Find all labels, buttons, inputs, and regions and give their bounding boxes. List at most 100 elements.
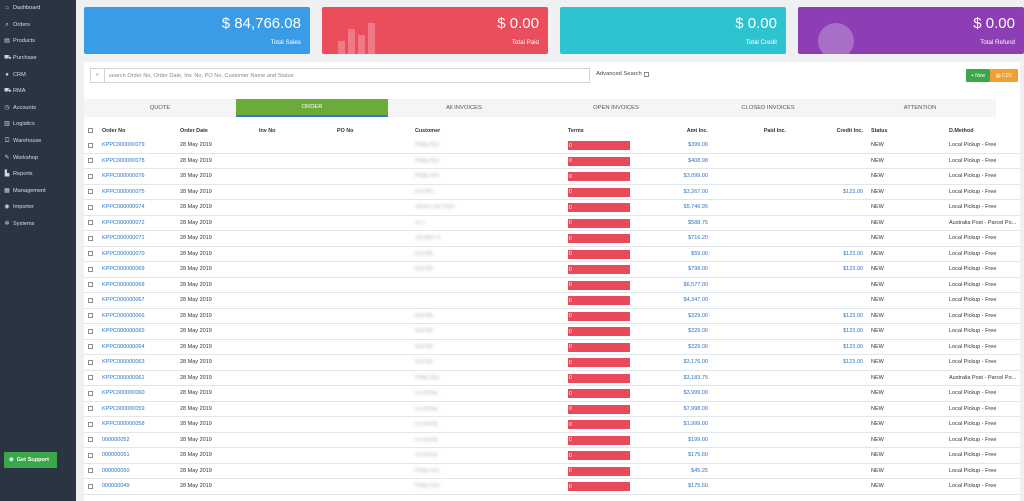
order-no-link[interactable]: KPPC000000066 <box>102 312 145 319</box>
header-paid-inc[interactable]: Paid Inc. <box>763 127 786 134</box>
row-checkbox[interactable] <box>88 266 93 272</box>
sidebar-item-management[interactable]: ▦ Management <box>0 183 76 200</box>
row-checkbox[interactable] <box>88 297 93 303</box>
tab-attention[interactable]: ATTENTION <box>844 99 996 117</box>
order-no-link[interactable]: KPPC000000075 <box>102 188 145 195</box>
table-row[interactable]: 000000050 28 May 2019 Philip Kim 0 $45.25 NEW… <box>84 464 1020 479</box>
csv-button[interactable]: ▤ CSV <box>990 69 1018 82</box>
advanced-search-checkbox[interactable] <box>643 71 649 77</box>
sidebar-item-rma[interactable]: ⛟ RMA <box>0 83 76 100</box>
tab-quote[interactable]: QUOTE <box>84 99 236 117</box>
get-support-button[interactable]: ⊕ Get Support <box>4 452 57 468</box>
order-no-link[interactable]: KPPC000000074 <box>102 204 145 211</box>
row-checkbox[interactable] <box>88 313 93 319</box>
header-d-method[interactable]: D.Method <box>949 127 974 134</box>
table-row[interactable]: KPPC000000079 28 May 2019 Philip Kim 0 $399.… <box>84 138 1020 154</box>
row-checkbox[interactable] <box>88 406 93 412</box>
row-checkbox[interactable] <box>88 251 93 257</box>
order-no-link[interactable]: 000000050 <box>102 467 130 474</box>
row-checkbox[interactable] <box>88 344 93 350</box>
row-checkbox[interactable] <box>88 375 93 381</box>
row-checkbox[interactable] <box>88 158 93 164</box>
sidebar-item-dashboard[interactable]: ⌂ Dashboard <box>0 0 76 17</box>
header-order-no[interactable]: Order No <box>102 127 126 134</box>
row-checkbox[interactable] <box>88 452 93 458</box>
table-row[interactable]: KPPC000000078 28 May 2019 Philip Kim 0 $408.… <box>84 154 1020 169</box>
row-checkbox[interactable] <box>88 220 93 226</box>
table-row[interactable]: KPPC000000061 28 May 2019 Philip Kim 0 $3,18… <box>84 371 1020 386</box>
search-input[interactable] <box>105 72 589 79</box>
tab-order[interactable]: ORDER <box>236 99 388 117</box>
header-credit-inc[interactable]: Credit Inc. <box>836 127 863 134</box>
sidebar-item-importer[interactable]: ◉ Importer <box>0 199 76 216</box>
tab-closed-invoices[interactable]: CLOSED INVOICES <box>692 99 844 117</box>
row-checkbox[interactable] <box>88 235 93 241</box>
row-checkbox[interactable] <box>88 359 93 365</box>
order-no-link[interactable]: KPPC000000076 <box>102 173 145 180</box>
table-row[interactable]: KPPC000000058 28 May 2019 sa shang 0 $1,999.… <box>84 417 1020 433</box>
row-checkbox[interactable] <box>88 468 93 474</box>
table-row[interactable]: KPPC000000069 28 May 2019 Anil Ms 0 $798.00 $… <box>84 262 1020 278</box>
order-no-link[interactable]: KPPC000000061 <box>102 374 145 381</box>
order-no-link[interactable]: 000000049 <box>102 483 130 490</box>
table-row[interactable]: KPPC000000075 28 May 2019 Anil Ms 0 $3,267.0… <box>84 185 1020 200</box>
table-row[interactable]: KPPC000000067 28 May 2019 0 $4,347.00 NEW Loc… <box>84 293 1020 309</box>
order-no-link[interactable]: KPPC000000068 <box>102 281 145 288</box>
header-customer[interactable]: Customer <box>415 127 441 134</box>
order-no-link[interactable]: KPPC000000079 <box>102 142 145 149</box>
advanced-search-toggle[interactable]: Advanced Search <box>596 71 649 77</box>
table-row[interactable]: KPPC000000064 28 May 2019 Anil Ms 0 $329.00 $… <box>84 340 1020 355</box>
tab-all-invoices[interactable]: All INVOICES <box>388 99 540 117</box>
row-checkbox[interactable] <box>88 282 93 288</box>
order-no-link[interactable]: KPPC000000064 <box>102 343 145 350</box>
row-checkbox[interactable] <box>88 189 93 195</box>
order-no-link[interactable]: KPPC000000063 <box>102 359 145 366</box>
table-row[interactable]: KPPC000000068 28 May 2019 0 $6,577.00 NEW Loc… <box>84 278 1020 293</box>
order-no-link[interactable]: KPPC000000071 <box>102 235 145 242</box>
sidebar-item-logistics[interactable]: ▥ Logistics <box>0 116 76 133</box>
row-checkbox[interactable] <box>88 483 93 489</box>
order-no-link[interactable]: KPPC000000078 <box>102 157 145 164</box>
header-amt-inc[interactable]: Amt Inc. <box>686 127 708 134</box>
sidebar-item-warehouse[interactable]: ⛋ Warehouse <box>0 133 76 150</box>
sidebar-item-orders[interactable]: ⌕ Orders <box>0 17 76 34</box>
table-row[interactable]: 000000049 28 May 2019 Philip Kim 0 $175.60 NE… <box>84 479 1020 495</box>
order-no-link[interactable]: KPPC000000058 <box>102 421 145 428</box>
sidebar-item-crm[interactable]: ● CRM <box>0 66 76 83</box>
row-checkbox[interactable] <box>88 328 93 334</box>
header-status[interactable]: Status <box>871 127 888 134</box>
table-row[interactable]: KPPC000000074 28 May 2019 James van Dam 0 $5… <box>84 200 1020 216</box>
order-no-link[interactable]: KPPC000000070 <box>102 250 145 257</box>
row-checkbox[interactable] <box>88 173 93 179</box>
header-inv-no[interactable]: Inv No <box>259 127 276 134</box>
header-terms[interactable]: Terms <box>568 127 584 134</box>
row-checkbox[interactable] <box>88 437 93 443</box>
row-checkbox[interactable] <box>88 421 93 427</box>
sidebar-item-accounts[interactable]: ◷ Accounts <box>0 100 76 117</box>
table-row[interactable]: 000000052 28 May 2019 sa shang 0 $199.00 NEW L… <box>84 433 1020 448</box>
order-no-link[interactable]: KPPC000000059 <box>102 405 145 412</box>
order-no-link[interactable]: KPPC000000072 <box>102 219 145 226</box>
table-row[interactable]: KPPC000000076 28 May 2019 Philip Kim 0 $3,09… <box>84 169 1020 185</box>
table-row[interactable]: KPPC000000070 28 May 2019 Anil Ms 0 $59.00 $1… <box>84 247 1020 262</box>
select-all-checkbox[interactable] <box>88 128 93 133</box>
table-row[interactable]: KPPC000000071 28 May 2019 Jennifer Lt 0 $716… <box>84 231 1020 247</box>
order-no-link[interactable]: KPPC000000069 <box>102 266 145 273</box>
tab-open-invoices[interactable]: OPEN INVOICES <box>540 99 692 117</box>
order-no-link[interactable]: KPPC000000060 <box>102 390 145 397</box>
row-checkbox[interactable] <box>88 204 93 210</box>
sidebar-item-workshop[interactable]: ✎ Workshop <box>0 149 76 166</box>
row-checkbox[interactable] <box>88 390 93 396</box>
new-button[interactable]: + New <box>966 69 990 82</box>
sidebar-item-reports[interactable]: ▙ Reports <box>0 166 76 183</box>
order-no-link[interactable]: KPPC000000065 <box>102 328 145 335</box>
table-row[interactable]: KPPC000000063 28 May 2019 Anil Ms 0 $3,176.0… <box>84 355 1020 371</box>
sidebar-item-products[interactable]: ▤ Products <box>0 33 76 50</box>
header-po-no[interactable]: PO No <box>337 127 354 134</box>
table-row[interactable]: KPPC000000060 28 May 2019 sa shang 0 $3,999.… <box>84 386 1020 402</box>
table-row[interactable]: KPPC000000065 28 May 2019 Anil Ms 0 $329.00 $… <box>84 324 1020 340</box>
order-no-link[interactable]: 000000051 <box>102 452 130 459</box>
table-row[interactable]: KPPC000000059 28 May 2019 sa shang 0 $7,998.… <box>84 402 1020 417</box>
order-no-link[interactable]: 000000052 <box>102 436 130 443</box>
table-row[interactable]: KPPC000000072 28 May 2019 as s 0 $588.75 NEW A… <box>84 216 1020 231</box>
